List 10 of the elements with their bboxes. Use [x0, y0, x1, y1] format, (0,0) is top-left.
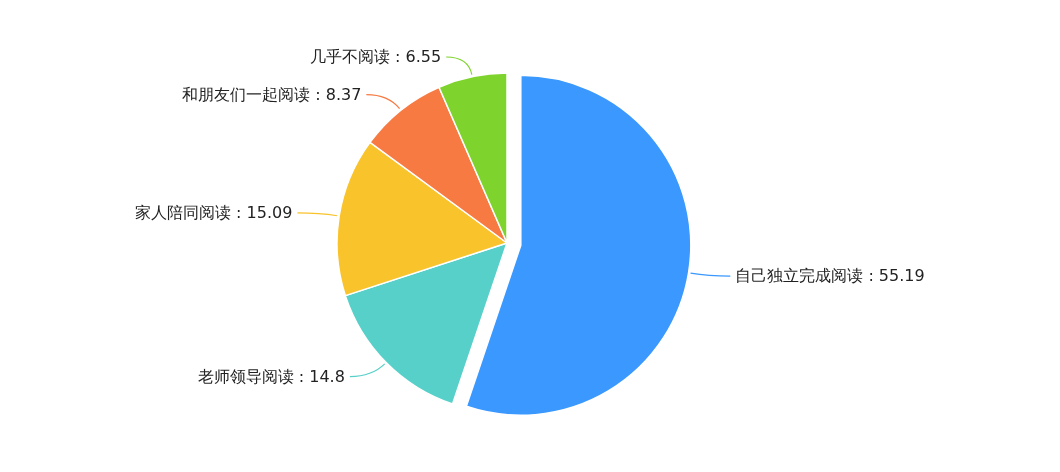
slice-label: 自己独立完成阅读: [735, 266, 869, 286]
slice-label: 和朋友们一起阅读: [182, 84, 316, 104]
slice-label: 家人陪同阅读: [135, 202, 237, 222]
data-label: : 8.37: [315, 84, 362, 104]
data-label: : 15.09: [236, 202, 293, 222]
slice-label: 几乎不阅读: [309, 47, 396, 67]
slice-label: 老师领导阅读: [197, 366, 299, 386]
data-label: : 6.55: [395, 47, 442, 67]
data-label: : 55.19: [868, 266, 925, 286]
data-label: : 14.8: [298, 366, 345, 386]
